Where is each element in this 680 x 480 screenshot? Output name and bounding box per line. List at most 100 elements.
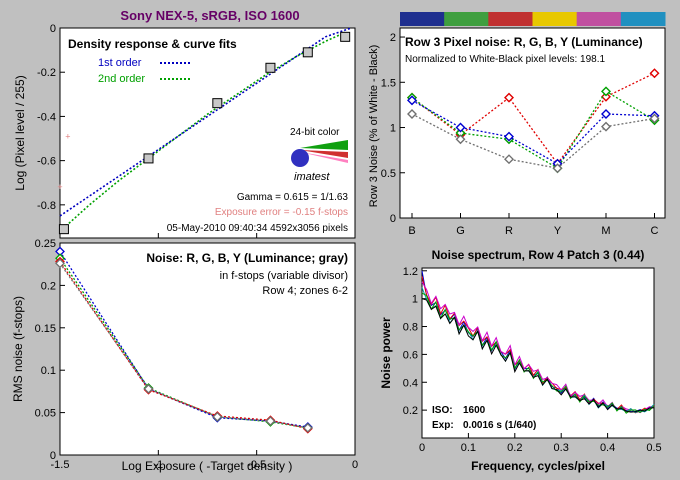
rms-series — [55, 246, 313, 434]
rms-grid — [59, 242, 356, 456]
row3-y-tick-label: 2 — [390, 32, 396, 44]
rms-series-line — [59, 251, 308, 428]
spectrum-y-tick-labels: 0.2 0.4 0.6 0.8 1 1.2 — [403, 266, 418, 417]
rms-y-tick-labels: 0 0.05 0.1 0.15 0.2 0.25 — [35, 238, 56, 462]
density-y-tick-label: -0.8 — [37, 200, 56, 212]
row3-data-point — [601, 86, 611, 97]
legend-2nd-order-label: 2nd order — [98, 73, 145, 85]
density-y-tick-label: -0.4 — [37, 111, 56, 123]
row3-y-tick-labels: 0 0.5 1 1.5 2 — [381, 32, 396, 225]
row3-category-label: R — [505, 225, 513, 237]
legend-1st-order-label: 1st order — [98, 57, 142, 69]
rms-data-point — [302, 422, 313, 433]
row3-data-point — [455, 134, 466, 145]
gamma-text: Gamma = 0.615 = 1/1.63 — [237, 192, 349, 203]
row3-series-line — [411, 113, 655, 169]
spectrum-series-line — [421, 298, 655, 413]
row3-category-label: G — [456, 225, 465, 237]
iso-value: 1600 — [463, 405, 486, 416]
spectrum-plot-area — [421, 267, 655, 439]
rms-x-tick-label: -0.5 — [247, 459, 266, 471]
density-y-tick-label: 0 — [50, 23, 56, 35]
row3-data-point — [601, 121, 611, 132]
spectrum-y-axis-label: Noise power — [379, 317, 393, 389]
palette-swatch — [576, 12, 622, 26]
row3-data-point — [601, 108, 611, 119]
rms-y-tick-label: 0.05 — [35, 408, 56, 420]
exposure-error-text: Exposure error = -0.15 f-stops — [215, 207, 348, 218]
spectrum-y-tick-label: 1 — [412, 294, 418, 306]
spectrum-y-tick-label: 0.6 — [403, 349, 418, 361]
spectrum-x-tick-labels: 0 0.1 0.2 0.3 0.4 0.5 — [419, 442, 662, 454]
rms-x-tick-label: -1.5 — [51, 459, 70, 471]
exposure-value: 0.0016 s (1/640) — [463, 420, 536, 431]
row3-data-point — [649, 68, 660, 79]
palette-swatch — [532, 12, 578, 26]
figure-title: Sony NEX-5, sRGB, ISO 1600 — [120, 8, 299, 23]
row3-data-point — [407, 108, 417, 119]
spectrum-x-axis-label: Frequency, cycles/pixel — [471, 459, 605, 473]
palette-swatch — [620, 12, 666, 26]
spectrum-x-tick-label: 0.4 — [600, 442, 615, 454]
palette-swatch — [400, 12, 445, 26]
density-title: Density response & curve fits — [68, 37, 237, 51]
density-data-point — [340, 31, 351, 42]
spectrum-y-tick-label: 0.2 — [403, 405, 418, 417]
row3-y-tick-label: 0 — [390, 213, 396, 225]
row3-series-line — [411, 99, 655, 165]
rms-y-tick-label: 0.15 — [35, 323, 56, 335]
rms-y-axis-label: RMS noise (f-stops) — [11, 296, 25, 402]
row3-data-point — [552, 163, 563, 174]
row3-series-line — [411, 90, 655, 170]
row3-data-point — [649, 113, 660, 124]
imatest-logo: 24-bit color imatest — [290, 127, 348, 183]
rms-x-axis-label: Log Exposure ( -Target density ) — [122, 459, 293, 473]
row3-subtitle: Normalized to White-Black pixel levels: … — [405, 54, 606, 65]
rms-y-tick-label: 0.25 — [35, 238, 56, 250]
rms-note-2: Row 4; zones 6-2 — [262, 285, 348, 297]
rms-plot-area — [59, 242, 356, 456]
row3-category-label: C — [651, 225, 659, 237]
palette-swatch — [488, 12, 533, 26]
row3-y-tick-label: 1 — [390, 123, 396, 135]
spectrum-x-tick-label: 0.2 — [507, 442, 522, 454]
row3-title: Row 3 Pixel noise: R, G, B, Y (Luminance… — [405, 35, 643, 49]
rms-data-point — [55, 258, 65, 269]
density-plot-area — [59, 27, 356, 239]
row3-series — [407, 68, 660, 174]
rms-x-tick-label: 0 — [352, 459, 358, 471]
spectrum-x-tick-label: 0 — [419, 442, 425, 454]
rms-y-tick-label: 0.1 — [41, 365, 56, 377]
exposure-label: Exp: — [432, 420, 454, 431]
row3-y-axis-label: Row 3 Noise (% of White - Black) — [368, 45, 380, 208]
density-pink-marker: + — [65, 131, 70, 141]
spectrum-x-tick-label: 0.1 — [461, 442, 476, 454]
row3-y-tick-label: 0.5 — [381, 168, 396, 180]
row3-data-point — [455, 122, 466, 133]
noise-spectrum-panel: Noise spectrum, Row 4 Patch 3 (0.44) 0.2… — [379, 248, 662, 473]
density-y-tick-label: -0.2 — [37, 67, 56, 79]
row3-noise-panel: 0 0.5 1 1.5 2 B G R Y M C Row 3 Noise (% of White… — [368, 12, 666, 237]
imatest-logo-text: imatest — [294, 171, 330, 183]
density-data-point — [265, 62, 276, 73]
palette-swatch — [444, 12, 489, 26]
spectrum-y-tick-label: 0.4 — [403, 377, 418, 389]
rms-x-tick-label: -1 — [153, 459, 163, 471]
row3-data-point — [504, 92, 514, 103]
color-palette-bar — [400, 12, 666, 26]
spectrum-series — [421, 270, 655, 414]
row3-category-label: B — [408, 225, 415, 237]
rms-noise-panel: 0 0.05 0.1 0.15 0.2 0.25 -1.5 -1 -0.5 0 RMS nois… — [11, 238, 358, 473]
spectrum-y-tick-label: 0.8 — [403, 322, 418, 334]
spectrum-title: Noise spectrum, Row 4 Patch 3 (0.44) — [432, 248, 645, 262]
density-response-panel: +++++++ 0-0.2-0.4-0.6-0.8 Log (Pixel lev… — [13, 23, 356, 239]
rms-data-point — [265, 416, 276, 426]
density-data-point — [58, 224, 69, 235]
row3-data-point — [407, 95, 417, 106]
density-data-point — [212, 98, 223, 109]
density-y-tick-labels: 0 -0.2 -0.4 -0.6 -0.8 — [37, 23, 56, 212]
row3-data-point — [504, 131, 514, 142]
spectrum-y-tick-label: 1.2 — [403, 266, 418, 278]
row3-grid — [400, 36, 655, 219]
